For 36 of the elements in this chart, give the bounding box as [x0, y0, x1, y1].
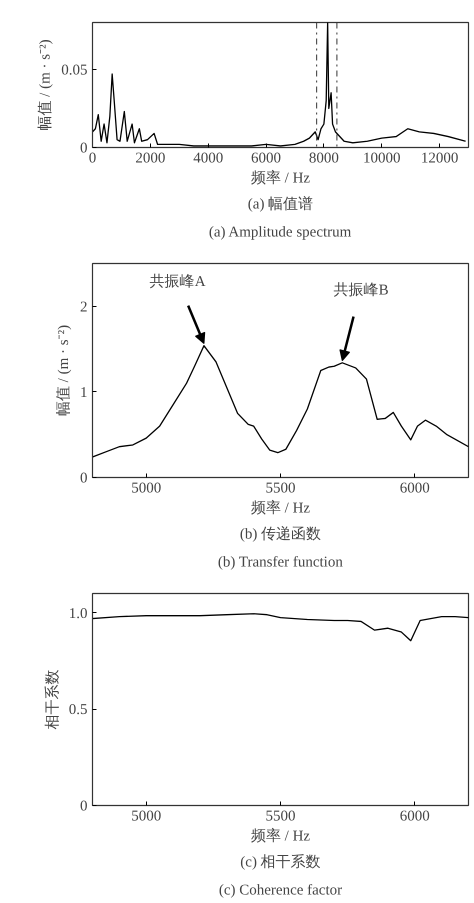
- x-tick-label: 12000: [420, 150, 458, 166]
- x-tick-label: 8000: [308, 150, 339, 166]
- x-axis-title: 频率 / Hz: [250, 170, 310, 186]
- x-tick-label: 5000: [131, 808, 162, 824]
- y-tick-label: 0.5: [68, 702, 88, 718]
- y-tick-label: 1.0: [68, 606, 88, 622]
- x-tick-label: 2000: [135, 150, 166, 166]
- text: (a) 幅值谱: [248, 196, 314, 212]
- x-tick-label: 6000: [400, 480, 430, 496]
- y-tick-label: 0.05: [61, 62, 88, 78]
- y-tick-label: 0: [80, 470, 88, 486]
- x-tick-label: 6000: [400, 808, 430, 824]
- text: (b) 传递函数: [240, 526, 322, 542]
- text: (c) Coherence factor: [218, 882, 342, 898]
- y-axis-title: 相干系数: [44, 670, 61, 730]
- x-tick-label: 6000: [251, 150, 282, 166]
- text: (a) Amplitude spectrum: [208, 224, 352, 240]
- y-tick-label: 0: [80, 798, 88, 814]
- y-tick-label: 2: [80, 299, 88, 316]
- x-axis-title: 频率 / Hz: [250, 828, 310, 844]
- x-tick-label: 5500: [266, 808, 296, 824]
- y-tick-label: 1: [80, 384, 88, 401]
- text: (b) Transfer function: [218, 554, 344, 570]
- line-series: [92, 22, 466, 147]
- x-tick-label: 5000: [131, 480, 162, 496]
- line-series: [92, 613, 468, 642]
- x-tick-label: 10000: [362, 150, 400, 166]
- annotation: 共振峰A: [150, 273, 206, 290]
- x-axis-title: 频率 / Hz: [250, 500, 310, 516]
- text: (c) 相干系数: [240, 854, 321, 870]
- annotation: 共振峰B: [334, 282, 389, 299]
- y-axis-title: 幅值 / (m · s⁻²): [36, 39, 54, 131]
- x-tick-label: 4000: [193, 150, 224, 166]
- y-axis-title: 幅值 / (m · s⁻²): [55, 324, 72, 416]
- x-tick-label: 5500: [266, 480, 296, 496]
- y-tick-label: 0: [80, 140, 88, 156]
